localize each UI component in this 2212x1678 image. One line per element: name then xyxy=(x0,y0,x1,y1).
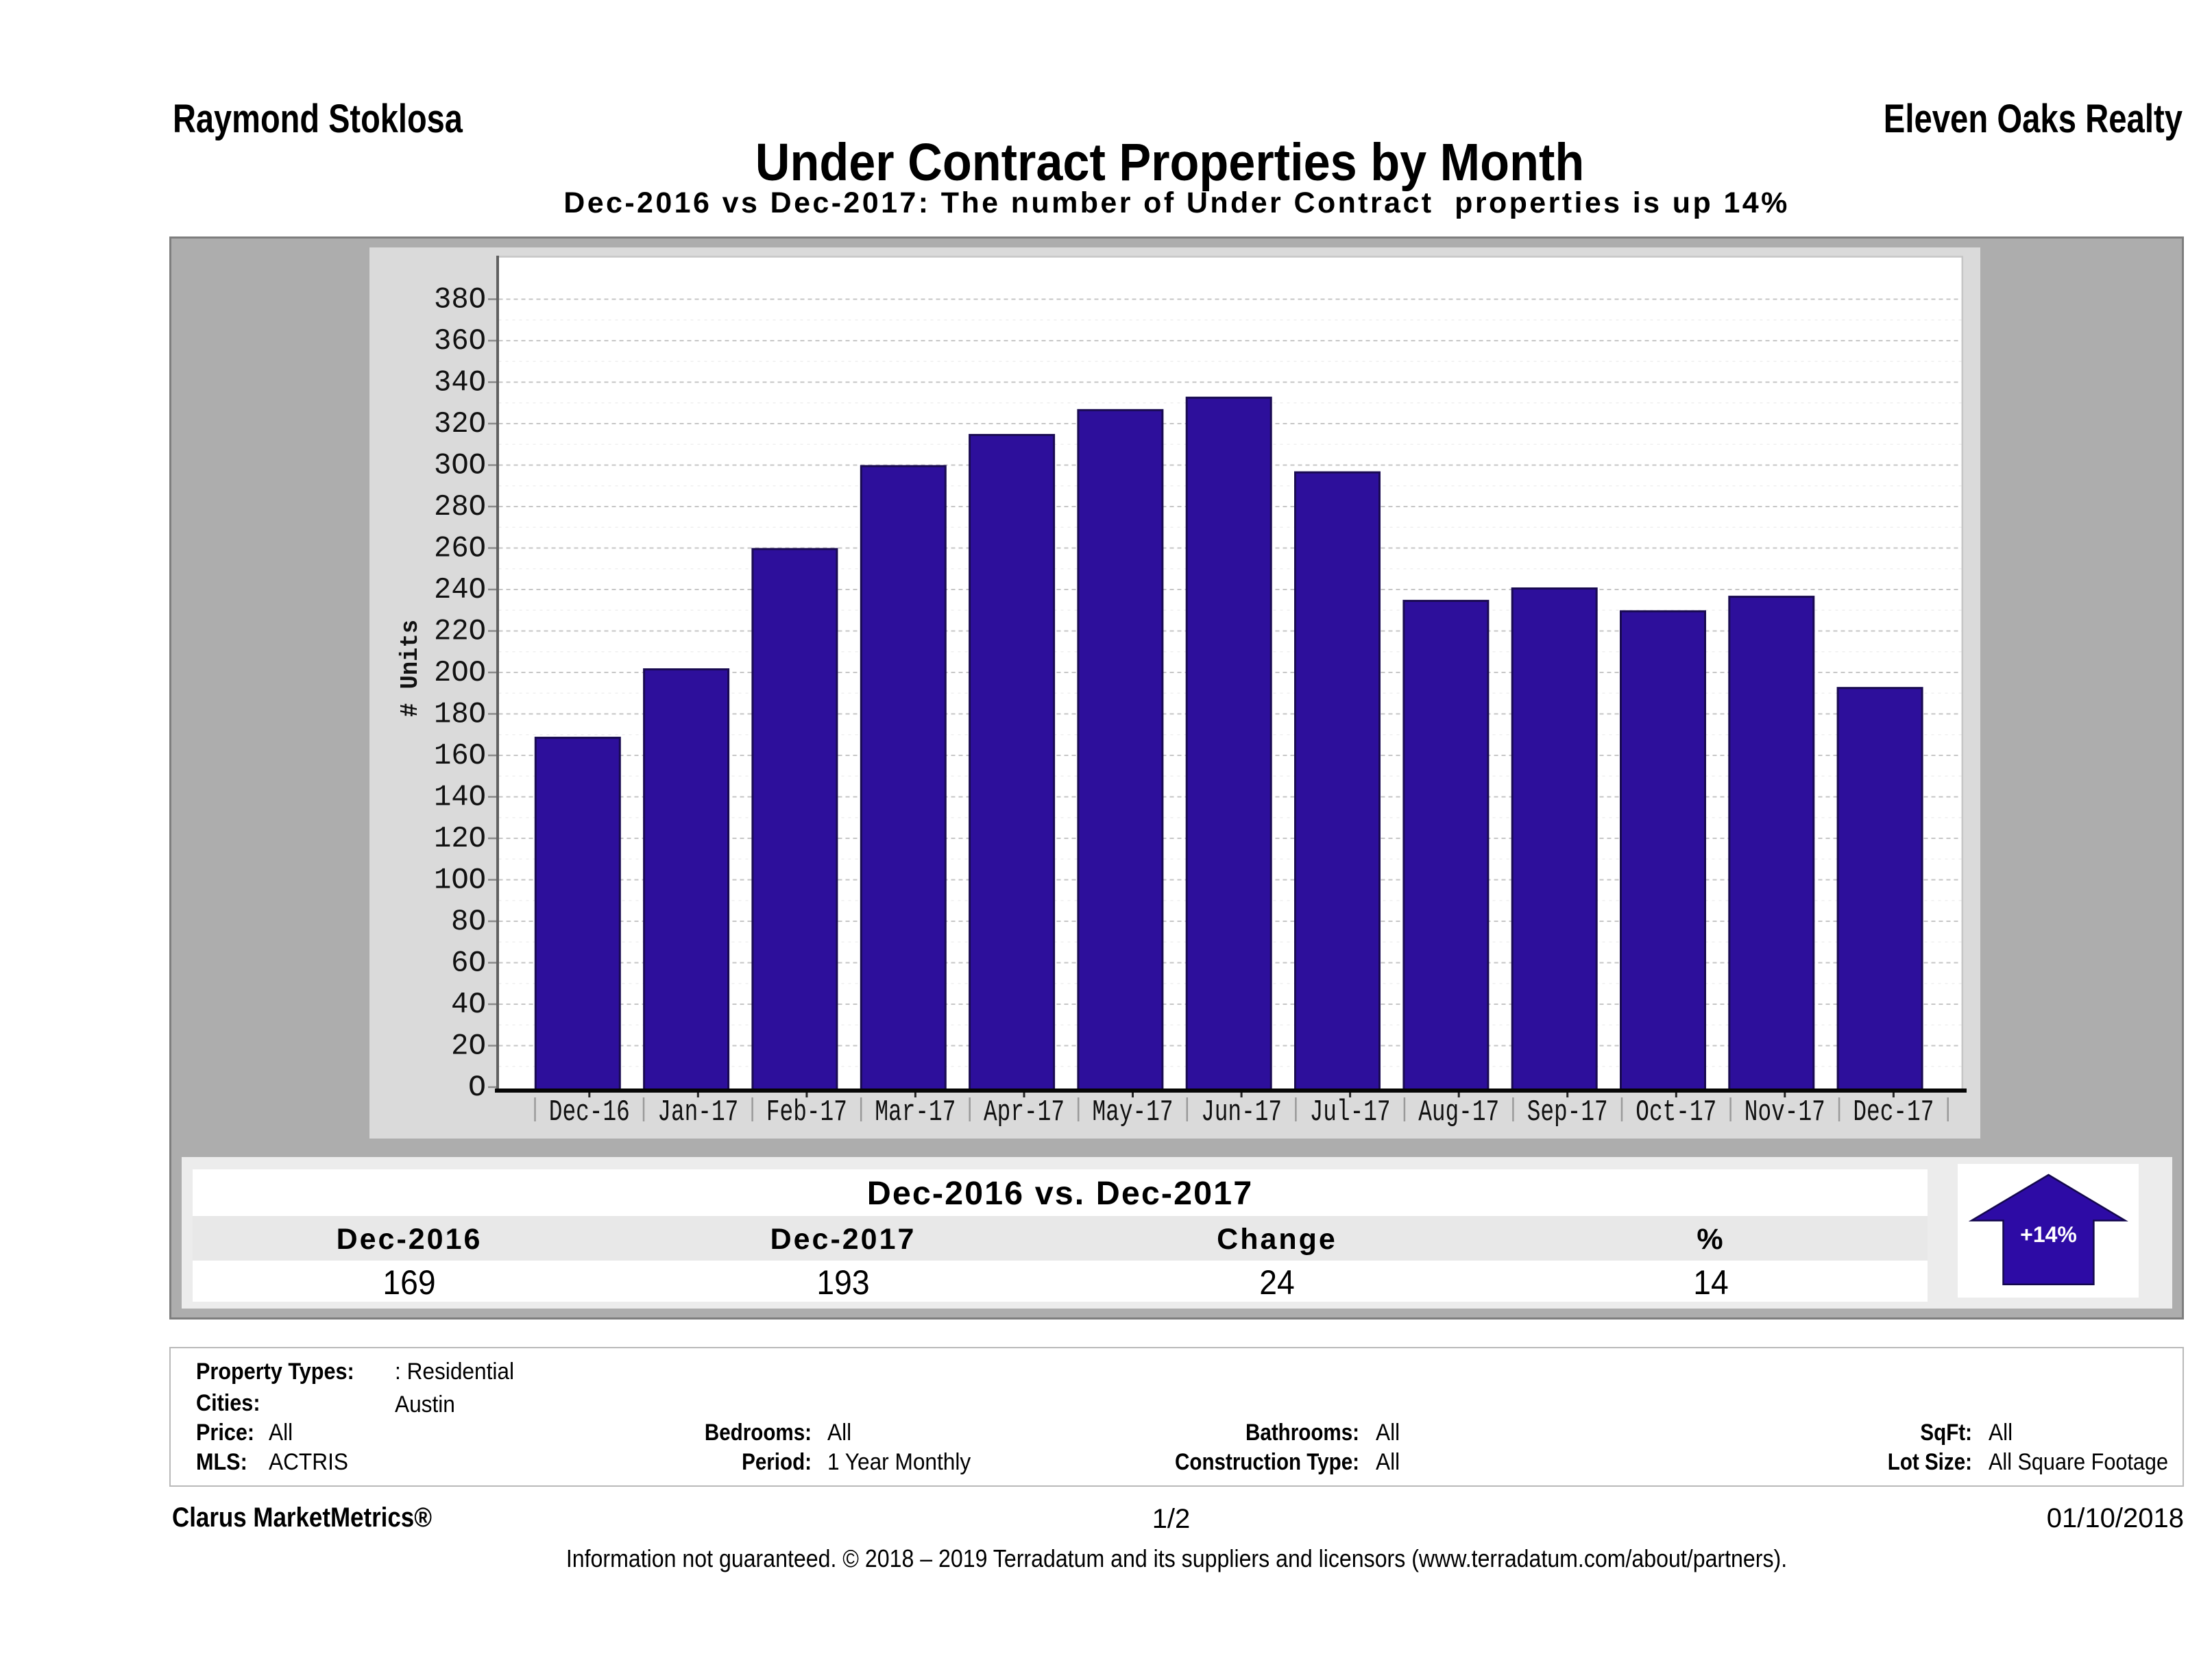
svg-text:2OO: 2OO xyxy=(434,657,486,690)
svg-text:Jan-17: Jan-17 xyxy=(657,1095,738,1130)
svg-text:34O: 34O xyxy=(434,367,486,400)
svg-text:24O: 24O xyxy=(434,574,486,607)
svg-text:Nov-17: Nov-17 xyxy=(1745,1095,1825,1130)
svg-text:38O: 38O xyxy=(434,284,486,317)
svg-text:8O: 8O xyxy=(451,905,486,939)
svg-text:Feb-17: Feb-17 xyxy=(766,1095,847,1130)
svg-text:32O: 32O xyxy=(434,408,486,441)
svg-text:Mar-17: Mar-17 xyxy=(875,1095,956,1130)
svg-text:18O: 18O xyxy=(434,698,486,732)
svg-text:14O: 14O xyxy=(434,781,486,815)
svg-text:36O: 36O xyxy=(434,325,486,358)
svg-text:+14%: +14% xyxy=(2020,1222,2077,1247)
svg-text:28O: 28O xyxy=(434,491,486,524)
svg-text:Dec-16: Dec-16 xyxy=(549,1095,630,1130)
svg-text:Jun-17: Jun-17 xyxy=(1201,1095,1282,1130)
svg-text:Dec-17: Dec-17 xyxy=(1853,1095,1934,1130)
svg-text:4O: 4O xyxy=(451,988,486,1022)
svg-text:1OO: 1OO xyxy=(434,864,486,898)
svg-text:O: O xyxy=(468,1071,486,1105)
svg-text:26O: 26O xyxy=(434,533,486,566)
svg-text:3OO: 3OO xyxy=(434,450,486,483)
svg-text:# Units: # Units xyxy=(396,620,424,717)
svg-text:22O: 22O xyxy=(434,616,486,649)
svg-text:Aug-17: Aug-17 xyxy=(1418,1095,1499,1130)
svg-text:16O: 16O xyxy=(434,740,486,773)
svg-text:Apr-17: Apr-17 xyxy=(984,1095,1065,1130)
svg-text:Sep-17: Sep-17 xyxy=(1527,1095,1608,1130)
svg-text:Jul-17: Jul-17 xyxy=(1310,1095,1391,1130)
svg-text:6O: 6O xyxy=(451,947,486,981)
svg-text:2O: 2O xyxy=(451,1030,486,1064)
svg-text:Oct-17: Oct-17 xyxy=(1636,1095,1716,1130)
svg-text:May-17: May-17 xyxy=(1093,1095,1174,1130)
svg-text:12O: 12O xyxy=(434,823,486,856)
